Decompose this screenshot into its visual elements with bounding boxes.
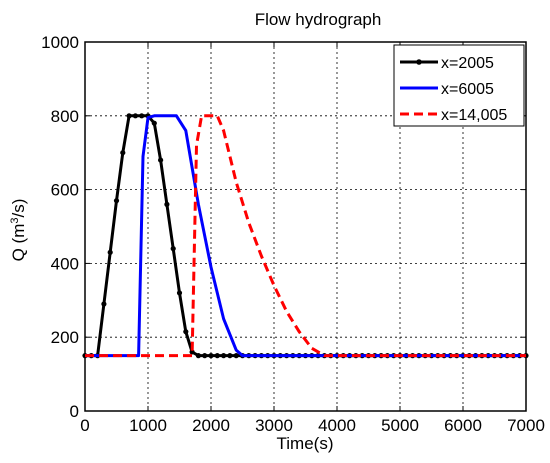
series-1-marker	[183, 329, 189, 335]
plot-frame	[84, 41, 527, 412]
y-tick-label: 1000	[41, 33, 79, 52]
series-1-marker	[214, 353, 220, 359]
series-1-marker	[208, 353, 214, 359]
series-line-2	[85, 114, 526, 358]
series-line-3	[85, 114, 526, 358]
x-tick-label: 1000	[129, 416, 167, 435]
series-1-marker	[158, 157, 164, 163]
series-1-marker	[221, 353, 227, 359]
y-tick-label: 0	[70, 402, 79, 421]
series-1-marker	[164, 201, 170, 207]
series-1-marker	[176, 290, 183, 296]
x-tick-label: 2000	[192, 416, 230, 435]
y-tick-label: 400	[51, 254, 79, 273]
x-tick-label: 6000	[444, 416, 482, 435]
series-layer	[82, 113, 529, 359]
series-1-marker	[126, 113, 132, 119]
y-axis-label-sup: 3	[9, 217, 21, 223]
y-tick-label: 800	[51, 107, 79, 126]
y-axis-label: Q (m3/s)	[9, 199, 28, 262]
series-1-marker	[132, 113, 138, 119]
chart-title: Flow hydrograph	[255, 10, 382, 29]
series-1-marker	[202, 353, 208, 359]
y-axis-ticks: 0 200 400 600 800 1000	[41, 33, 526, 421]
series-1-marker	[233, 353, 239, 359]
legend-label-2: x=6005	[441, 81, 494, 98]
y-tick-label: 600	[51, 181, 79, 200]
y-tick-label: 200	[51, 328, 79, 347]
series-1-marker	[195, 353, 201, 359]
series-1-marker	[120, 150, 126, 156]
x-tick-label: 7000	[507, 416, 545, 435]
legend-marker	[416, 59, 422, 65]
x-axis-label: Time(s)	[277, 434, 334, 453]
x-tick-label: 0	[80, 416, 89, 435]
x-tick-label: 4000	[318, 416, 356, 435]
legend-label-1: x=2005	[441, 55, 494, 72]
x-axis-ticks: 0 1000 2000 3000 4000 5000 6000 7000	[80, 42, 545, 435]
series-1-marker	[227, 353, 233, 359]
series-1-marker	[107, 249, 113, 255]
y-axis-label-prefix: Q (m	[9, 224, 28, 262]
series-1-marker	[170, 246, 176, 252]
x-tick-label: 3000	[255, 416, 293, 435]
series-1-marker	[101, 301, 107, 307]
legend-label-3: x=14,005	[441, 107, 507, 124]
y-axis-label-suffix: /s)	[9, 199, 28, 218]
legend: x=2005 x=6005 x=14,005	[393, 44, 525, 127]
series-1-marker	[113, 198, 120, 204]
series-line-1	[85, 114, 526, 358]
x-tick-label: 5000	[381, 416, 419, 435]
series-1-marker	[139, 113, 145, 119]
series-1-marker	[151, 120, 157, 126]
